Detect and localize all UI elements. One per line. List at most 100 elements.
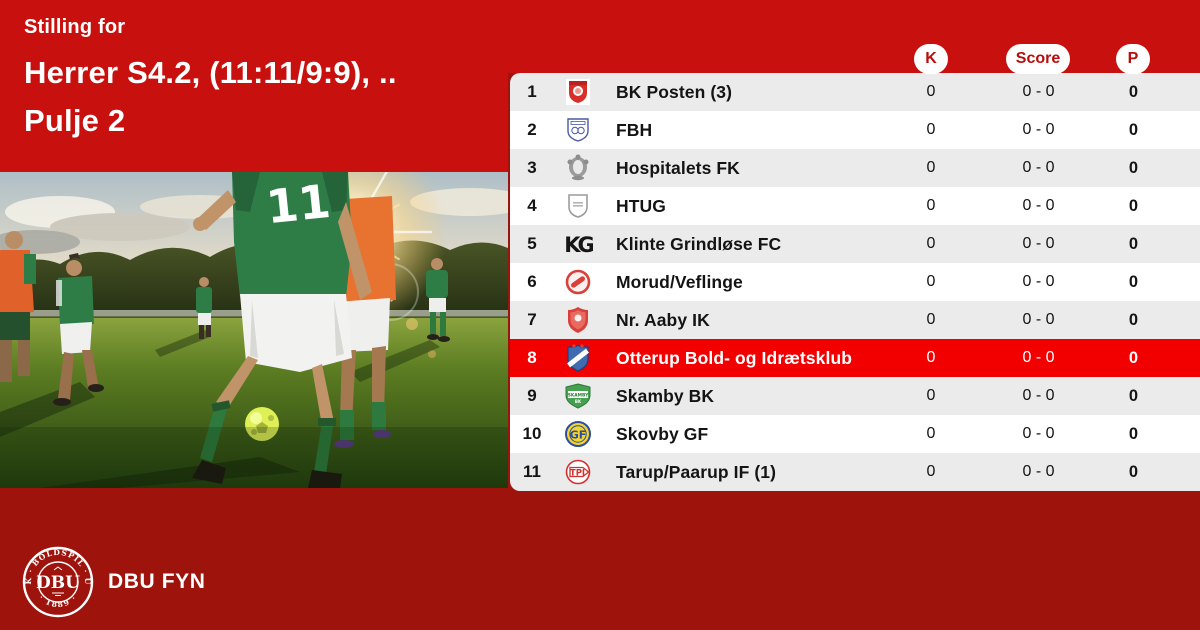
position-number: 9 [527,386,537,405]
position-number: 10 [522,424,542,443]
eyebrow-label: Stilling for [24,16,126,38]
club-name: Otterup Bold- og Idrætsklub [616,347,853,368]
svg-text:GF: GF [570,429,587,442]
position-number: 5 [527,234,537,253]
table-row[interactable]: 4 HTUG 0 0 - 0 0 [510,187,1200,225]
score-value: 0 - 0 [1022,387,1055,404]
points-value: 0 [1128,196,1139,215]
club-name: BK Posten (3) [616,81,733,102]
matches-value: 0 [926,121,936,138]
club-logo-icon [554,305,602,335]
points-value: 0 [1128,120,1139,139]
svg-text:TPI: TPI [570,469,585,479]
standings-table: 1 BK Posten (3) 0 0 - 0 0 2 FBH 0 0 - 0 0 3 Hospita… [510,73,1200,491]
club-logo-icon [554,191,602,221]
page-subtitle: Pulje 2 [24,103,126,138]
club-name: FBH [616,119,653,140]
club-name: Hospitalets FK [616,157,740,178]
club-name: Skovby GF [616,423,709,444]
matches-value: 0 [926,425,936,442]
position-number: 6 [527,272,537,291]
club-logo-icon: SKAMBY BK [554,381,602,411]
table-row[interactable]: 1 BK Posten (3) 0 0 - 0 0 [510,73,1200,111]
matches-value: 0 [926,197,936,214]
score-value: 0 - 0 [1022,273,1055,290]
score-value: 0 - 0 [1022,121,1055,138]
position-number: 3 [527,158,537,177]
club-logo-icon [554,267,602,297]
club-logo-icon: KG [554,229,602,259]
club-logo-icon [554,153,602,183]
club-logo-icon [554,343,602,373]
column-label-p: P [1127,50,1139,67]
position-number: 7 [527,310,537,329]
club-logo-icon: GF [554,419,602,449]
table-row[interactable]: 11 TPI Tarup/Paarup IF (1) 0 0 - 0 0 [510,453,1200,491]
column-badge-score: Score [1006,44,1070,74]
position-number: 1 [527,82,537,101]
page-title: Herrer S4.2, (11:11/9:9), .. [24,55,397,90]
matches-value: 0 [926,463,936,480]
score-value: 0 - 0 [1022,159,1055,176]
matches-value: 0 [926,349,936,366]
brand-name: DBU FYN [108,570,206,593]
score-value: 0 - 0 [1022,349,1055,366]
svg-text:11: 11 [264,174,333,234]
title-block: Stilling for Herrer S4.2, (11:11/9:9), .… [0,0,508,172]
club-name: HTUG [616,195,666,216]
table-row[interactable]: 10 GF Skovby GF 0 0 - 0 0 [510,415,1200,453]
matches-value: 0 [926,83,936,100]
club-name: Tarup/Paarup IF (1) [616,461,777,482]
column-badge-k: K [914,44,948,74]
club-name: Skamby BK [616,385,715,406]
match-photo: 11 [0,172,508,488]
column-label-k: K [925,50,937,67]
matches-value: 0 [926,387,936,404]
club-name: Klinte Grindløse FC [616,233,782,254]
club-name: Nr. Aaby IK [616,309,710,330]
points-value: 0 [1128,424,1139,443]
dbu-seal-icon: DANSK · BOLDSPIL · UNION · 1889 · DBU [22,546,94,618]
points-value: 0 [1128,234,1139,253]
position-number: 11 [523,462,541,481]
table-row[interactable]: 6 Morud/Veflinge 0 0 - 0 0 [510,263,1200,301]
table-row[interactable]: 2 FBH 0 0 - 0 0 [510,111,1200,149]
svg-text:SKAMBY: SKAMBY [568,392,589,398]
svg-text:BK: BK [575,399,582,404]
position-number: 2 [527,120,537,139]
points-value: 0 [1128,348,1139,367]
table-row[interactable]: 5 KG Klinte Grindløse FC 0 0 - 0 0 [510,225,1200,263]
points-value: 0 [1128,310,1139,329]
footer: DANSK · BOLDSPIL · UNION · 1889 · DBU DB… [22,546,206,618]
matches-value: 0 [926,235,936,252]
score-value: 0 - 0 [1022,311,1055,328]
column-label-score: Score [1015,50,1061,67]
table-row[interactable]: 7 Nr. Aaby IK 0 0 - 0 0 [510,301,1200,339]
score-value: 0 - 0 [1022,235,1055,252]
table-row[interactable]: 8 Otterup Bold- og Idrætsklub 0 0 - 0 0 [510,339,1200,377]
score-value: 0 - 0 [1022,425,1055,442]
points-value: 0 [1128,386,1139,405]
svg-text:KG: KG [564,233,593,257]
table-row[interactable]: 9 SKAMBY BK Skamby BK 0 0 - 0 0 [510,377,1200,415]
position-number: 8 [527,348,537,367]
position-number: 4 [527,196,537,215]
matches-value: 0 [926,159,936,176]
matches-value: 0 [926,273,936,290]
score-value: 0 - 0 [1022,197,1055,214]
points-value: 0 [1128,272,1139,291]
column-badge-p: P [1116,44,1150,74]
club-logo-icon [554,77,602,107]
svg-text:DBU: DBU [36,573,80,593]
club-logo-icon: TPI [554,457,602,487]
club-logo-icon [554,115,602,145]
matches-value: 0 [926,311,936,328]
score-value: 0 - 0 [1022,463,1055,480]
points-value: 0 [1128,462,1139,481]
club-name: Morud/Veflinge [616,271,743,292]
points-value: 0 [1128,158,1139,177]
points-value: 0 [1128,82,1139,101]
table-row[interactable]: 3 Hospitalets FK 0 0 - 0 0 [510,149,1200,187]
score-value: 0 - 0 [1022,83,1055,100]
